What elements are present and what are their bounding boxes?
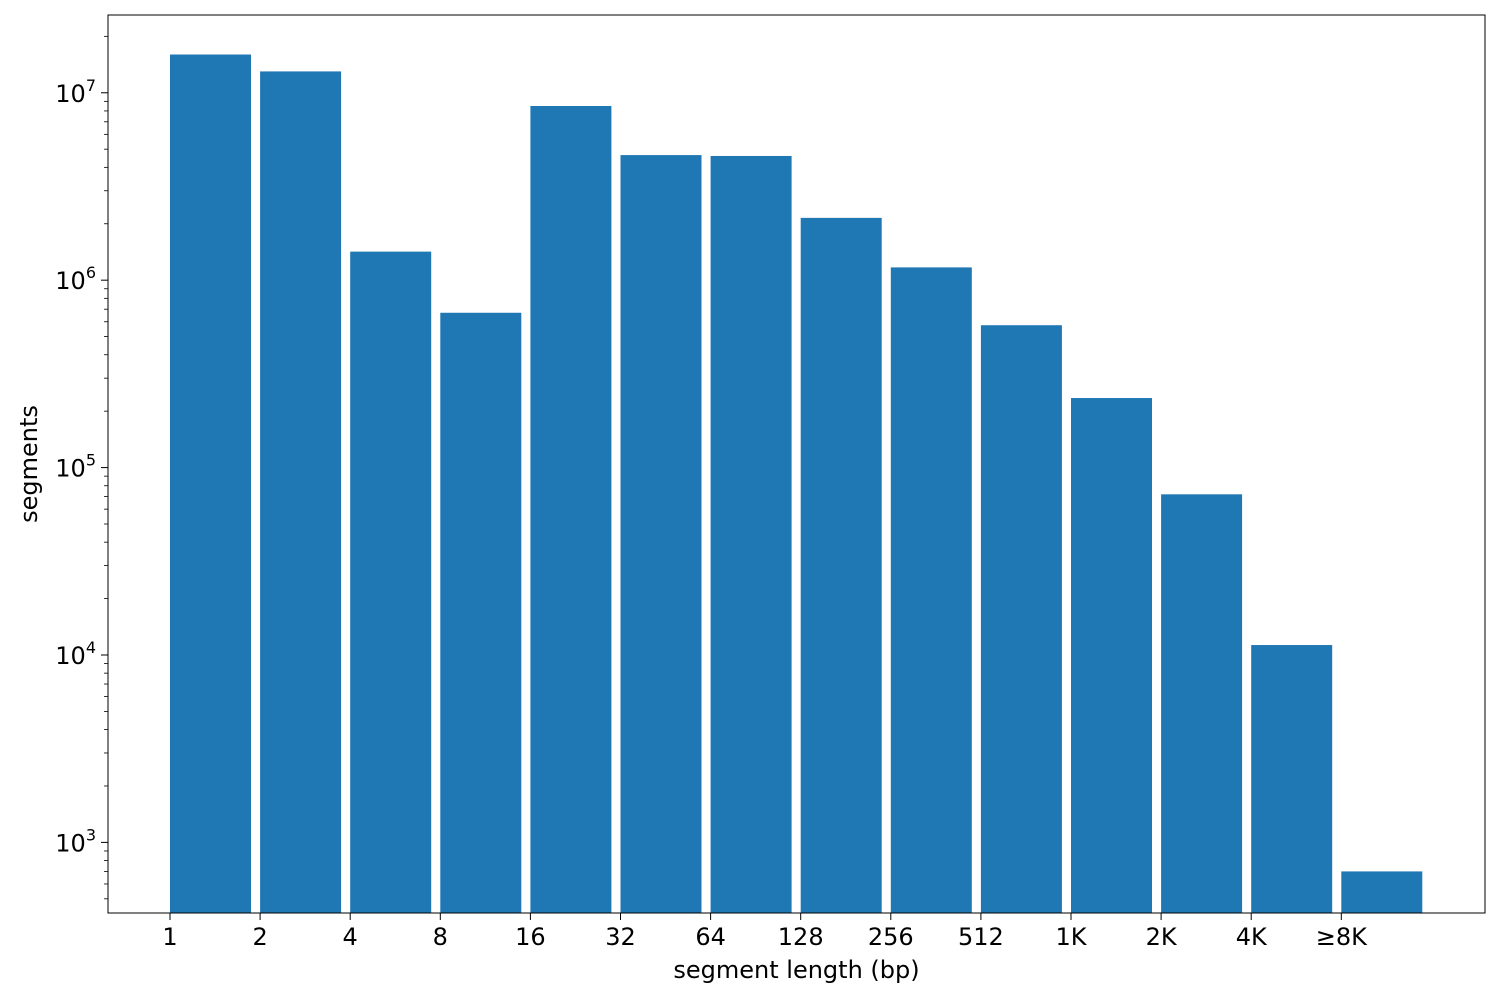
y-axis-label: segments	[15, 405, 43, 523]
bar-4K	[1251, 645, 1333, 913]
y-tick-label: 107	[55, 76, 96, 108]
bar-32	[620, 155, 702, 913]
x-tick-label: 2	[252, 923, 267, 951]
bar-4	[350, 251, 432, 913]
bar-2K	[1161, 494, 1243, 913]
x-tick-label: 128	[778, 923, 824, 951]
bar-128	[800, 217, 882, 913]
x-tick-label: 256	[868, 923, 914, 951]
bar-2	[260, 71, 342, 913]
bar-1K	[1071, 398, 1152, 913]
y-tick-label: 106	[55, 263, 96, 295]
bar-256	[890, 267, 972, 913]
x-tick-label: 16	[515, 923, 546, 951]
x-tick-label: 1	[162, 923, 177, 951]
x-axis-label: segment length (bp)	[673, 956, 919, 984]
y-tick-label: 103	[55, 825, 96, 857]
bar-1	[170, 54, 251, 914]
y-tick-label: 105	[55, 451, 96, 483]
x-tick-label: 2K	[1146, 923, 1178, 951]
bars-group	[170, 54, 1423, 914]
x-tick-label: 4	[343, 923, 358, 951]
y-tick-label: 104	[55, 638, 96, 670]
bar-16	[530, 105, 612, 913]
x-tick-label: 32	[605, 923, 636, 951]
x-axis: 1 2 4 8 16 32 64 128 256 512 1K 2K 4K ≥8K	[162, 913, 1368, 951]
x-tick-label: 64	[695, 923, 726, 951]
x-tick-label: 1K	[1055, 923, 1087, 951]
bar-512	[980, 325, 1062, 913]
x-tick-label: 512	[958, 923, 1004, 951]
bar-8	[440, 312, 522, 913]
x-tick-label: 8	[433, 923, 448, 951]
y-axis: 103 104 105 106 107	[55, 35, 108, 900]
plot-frame	[107, 14, 1486, 914]
x-tick-label: 4K	[1236, 923, 1268, 951]
x-tick-label: ≥8K	[1316, 923, 1368, 951]
bar-≥8K	[1341, 871, 1423, 913]
bar-64	[710, 155, 792, 914]
